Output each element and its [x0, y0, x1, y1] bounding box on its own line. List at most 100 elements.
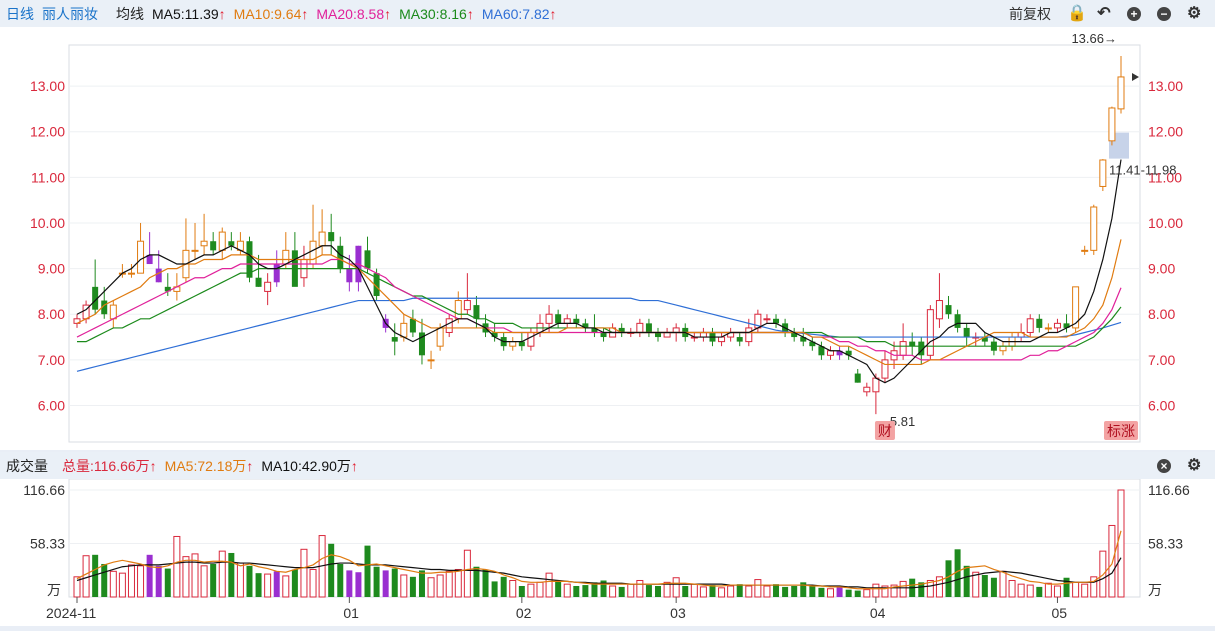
y-tick-label-left: 13.00 — [30, 78, 65, 94]
volume-bar — [845, 589, 852, 597]
volume-bar — [191, 553, 199, 598]
candle-body — [264, 281, 272, 292]
volume-bar — [282, 575, 290, 598]
volume-bar — [663, 581, 671, 598]
volume-bar — [981, 574, 988, 597]
y-tick-label-right: 7.00 — [1148, 352, 1175, 368]
candle-body — [164, 286, 171, 292]
y-tick-label-left: 7.00 — [38, 352, 65, 368]
candle-body — [736, 337, 743, 342]
candle-body — [255, 277, 262, 287]
volume-bar — [881, 585, 889, 598]
volume-chart[interactable]: 116.66 116.66 58.33 58.33 万 万 2024-11 01 02 03 04 0… — [0, 478, 1215, 626]
volume-chart-panel: 116.66 116.66 58.33 58.33 万 万 2024-11 01 02 03 04 0… — [0, 478, 1215, 626]
lock-icon[interactable]: 🔒 — [1067, 4, 1087, 22]
x-tick-label: 04 — [870, 605, 886, 621]
candle-body — [809, 341, 816, 347]
candle-body — [473, 305, 480, 319]
volume-bar — [200, 565, 208, 598]
x-tick-label: 2024-11 — [46, 605, 97, 621]
candle-body — [763, 318, 771, 321]
candle-body — [963, 327, 970, 338]
price-chart[interactable]: 13.00 13.00 12.00 12.00 11.00 11.00 10.00 10.00… — [0, 27, 1215, 450]
candle-body — [318, 231, 326, 247]
volume-bar — [436, 574, 444, 598]
volume-bar — [945, 560, 952, 597]
candle-body — [1090, 206, 1098, 251]
volume-bar — [445, 570, 453, 598]
candle-body — [582, 323, 589, 328]
x-tick-label: 05 — [1051, 605, 1067, 621]
undo-icon[interactable]: ↶ — [1097, 4, 1111, 22]
candle-body — [618, 327, 625, 333]
volume-bar — [863, 589, 871, 598]
volume-bar — [382, 570, 389, 597]
candle-body — [273, 264, 280, 283]
candle-body — [1117, 76, 1125, 110]
candle-body — [645, 323, 652, 333]
candle-body — [518, 341, 525, 347]
volume-ma5: MA5:72.18万↑ — [164, 457, 254, 474]
volume-bar — [210, 563, 217, 597]
event-marker-label: 财 — [878, 423, 892, 439]
y-tick-label-right: 9.00 — [1148, 261, 1175, 277]
volume-ma10-line — [76, 557, 1122, 589]
candle-body — [818, 346, 825, 356]
volume-bar — [791, 585, 798, 597]
volume-bar — [818, 587, 825, 597]
period-selector[interactable]: 日线 — [6, 5, 34, 22]
candle-body — [800, 337, 807, 342]
candle-body — [282, 249, 290, 265]
stock-name: 丽人丽妆 — [42, 5, 98, 22]
volume-bar — [690, 583, 698, 598]
candle-body — [655, 332, 662, 338]
event-marker-label: 标涨 — [1107, 423, 1135, 439]
volume-bar — [101, 563, 108, 597]
volume-bar — [636, 579, 644, 598]
ma-legend-item: MA10:9.64↑ — [233, 5, 309, 22]
candle-body — [445, 318, 453, 333]
candle-body — [836, 350, 843, 356]
zoom-out-icon[interactable]: − — [1157, 6, 1171, 21]
adjust-selector[interactable]: 前复权 — [1009, 5, 1051, 22]
candle-body — [545, 313, 553, 324]
volume-bar — [454, 568, 462, 598]
volume-bar — [999, 570, 1007, 598]
event-marker — [874, 421, 895, 440]
volume-bar — [563, 583, 571, 598]
candle-body — [845, 350, 852, 356]
volume-bar — [826, 588, 834, 598]
volume-ma10: MA10:42.90万↑ — [261, 457, 358, 474]
y-tick-label-left: 11.00 — [31, 169, 65, 185]
volume-bar — [972, 571, 980, 598]
zoom-in-icon[interactable]: + — [1127, 6, 1141, 21]
candle-body — [945, 305, 952, 315]
ma-title[interactable]: 均线 — [116, 5, 144, 22]
volume-bar — [1072, 581, 1080, 598]
candle-body — [555, 314, 562, 324]
candle-body — [854, 373, 861, 383]
candle-body — [391, 337, 398, 342]
volume-bar — [463, 549, 471, 598]
y-tick-label-right: 12.00 — [1148, 124, 1183, 140]
close-icon[interactable]: × — [1157, 458, 1171, 473]
candle-body — [436, 327, 444, 347]
volume-bar — [218, 550, 226, 598]
candle-body — [672, 327, 680, 333]
candle-body — [137, 240, 145, 274]
volume-bar — [926, 579, 934, 598]
ma5-line — [76, 159, 1122, 384]
candle-body — [337, 245, 344, 269]
settings-icon[interactable]: ⚙ — [1187, 456, 1202, 474]
volume-bar — [545, 572, 553, 598]
volume-bar — [1117, 489, 1125, 598]
volume-bar — [782, 586, 789, 597]
volume-bar — [137, 565, 145, 598]
volume-bar — [618, 586, 625, 597]
settings-icon[interactable]: ⚙ — [1187, 4, 1202, 22]
volume-bar — [1063, 577, 1070, 597]
volume-bar — [518, 585, 525, 597]
volume-bar — [182, 556, 190, 598]
volume-bar — [127, 564, 135, 598]
y-tick-label-left: 8.00 — [38, 306, 65, 322]
